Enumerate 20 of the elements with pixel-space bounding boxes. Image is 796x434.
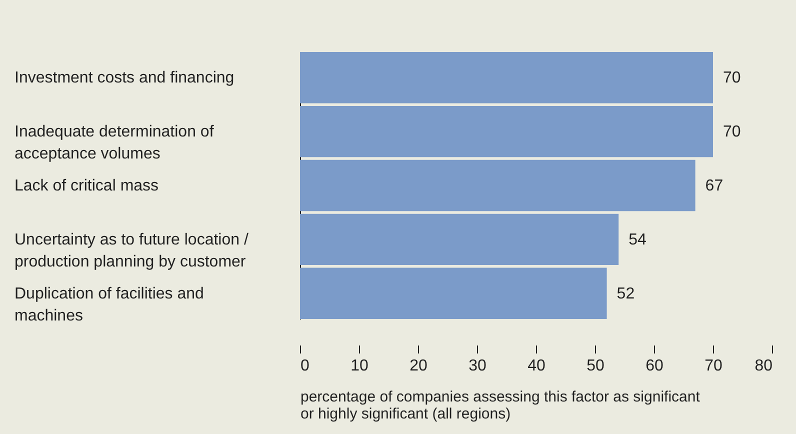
x-tick-label: 0	[300, 358, 310, 374]
x-tick-label: 40	[528, 358, 546, 374]
x-tick-label: 60	[646, 358, 664, 374]
x-tick-label: 80	[754, 358, 773, 374]
x-tick-label: 20	[410, 358, 428, 374]
data-label: 70	[723, 124, 741, 141]
x-tick-label: 10	[350, 358, 368, 374]
data-label: 52	[616, 285, 635, 302]
x-tick-label: 70	[704, 358, 722, 374]
data-label: 70	[723, 70, 741, 87]
y-tick-label: Uncertainty as to future location / production planning by customer	[14, 231, 249, 270]
data-label: 54	[628, 231, 646, 248]
x-tick-label: 50	[586, 358, 604, 374]
y-tick-label: Lack of critical mass	[14, 178, 159, 194]
y-tick-label: Duplication of facilities and machines	[14, 285, 204, 324]
y-tick-label: Investment costs and financing	[14, 70, 234, 87]
y-tick-label: Inadequate determination of acceptance volumes	[14, 124, 214, 163]
x-axis-title: percentage of companies assessing this factor as significant or highly significant (all regions)	[300, 388, 701, 422]
x-tick-label: 30	[468, 358, 486, 374]
data-label: 67	[705, 178, 724, 194]
